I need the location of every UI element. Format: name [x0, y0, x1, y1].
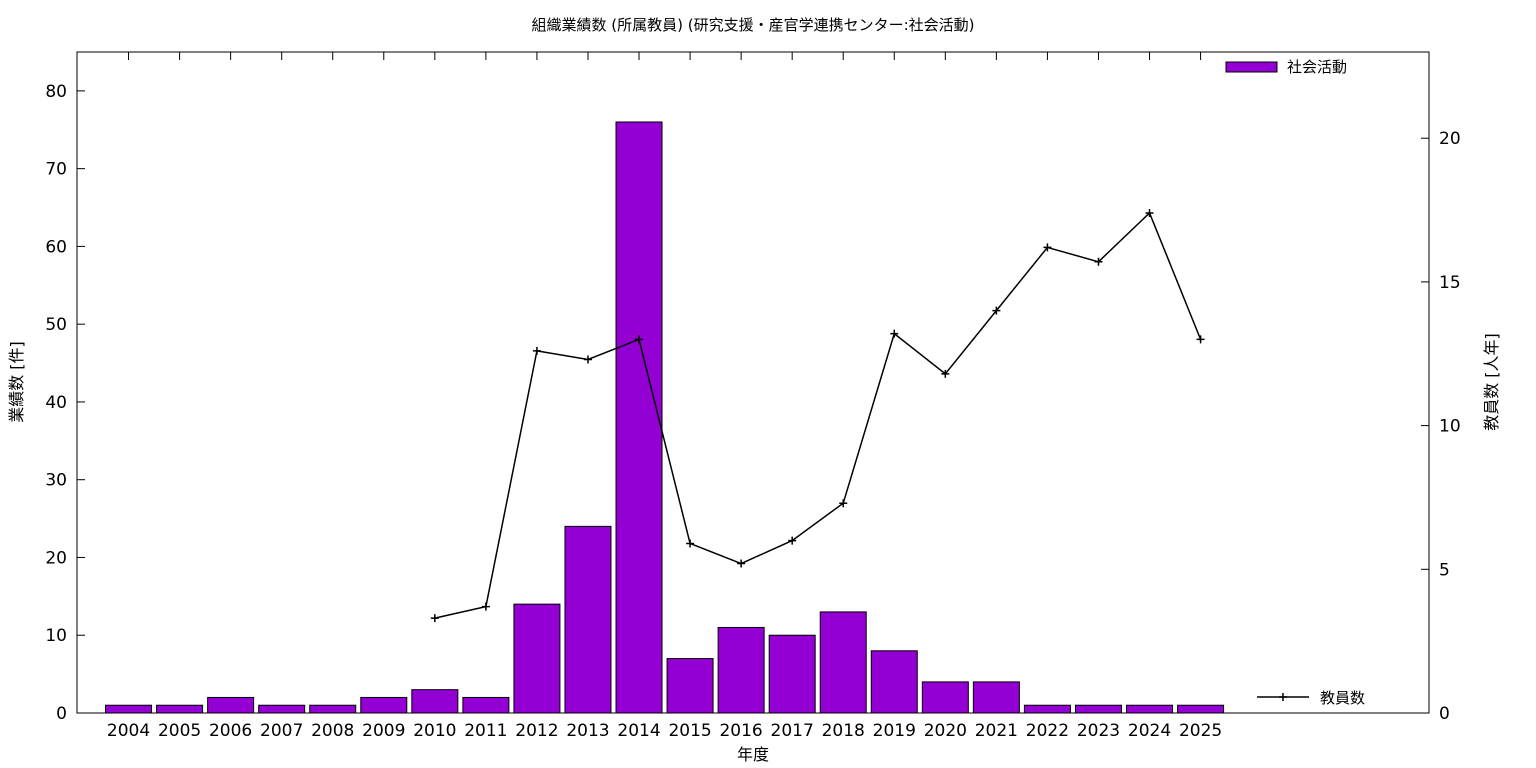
x-tick-label: 2020 — [924, 721, 967, 741]
line-point-2012 — [532, 346, 541, 355]
bar-2007 — [258, 704, 306, 714]
x-tick-label: 2019 — [873, 721, 916, 741]
line-point-2021 — [992, 306, 1001, 315]
x-tick-label: 2018 — [822, 721, 865, 741]
x-tick-label: 2017 — [771, 721, 814, 741]
line-point-2011 — [481, 602, 490, 611]
y-tick-label: 20 — [45, 548, 67, 568]
y-axis-label: 業績数 [件] — [7, 341, 26, 423]
x-axis-label: 年度 — [737, 745, 769, 764]
line-point-2023 — [1094, 257, 1103, 266]
bar-2011 — [462, 696, 510, 714]
plot-frame — [76, 51, 1430, 714]
x-tick-label: 2004 — [107, 721, 150, 741]
line-point-2014 — [635, 335, 644, 344]
x-tick-label: 2010 — [413, 721, 456, 741]
line-point-2013 — [583, 355, 592, 364]
y2-tick-label: 20 — [1439, 129, 1461, 149]
bar-2016 — [717, 626, 765, 714]
bar-2014 — [615, 121, 663, 714]
bar-2020 — [921, 681, 969, 714]
bar-2012 — [513, 603, 561, 714]
x-tick-label: 2014 — [617, 721, 660, 741]
bar-2013 — [564, 525, 612, 714]
x-tick-label: 2006 — [209, 721, 252, 741]
x-tick-label: 2021 — [975, 721, 1018, 741]
line-point-2017 — [788, 536, 797, 545]
y2-tick-label: 15 — [1439, 273, 1461, 293]
chart-title: 組織業績数 (所属教員) (研究支援・産官学連携センター:社会活動) — [531, 16, 974, 34]
y2-axis-label: 教員数 [人年] — [1482, 333, 1501, 431]
legend-bar-label: 社会活動 — [1287, 58, 1347, 76]
legend-line-marker — [1279, 693, 1287, 701]
x-tick-label: 2012 — [515, 721, 558, 741]
bar-2018 — [819, 611, 867, 714]
x-tick-label: 2015 — [668, 721, 711, 741]
line-point-2020 — [941, 369, 950, 378]
line-point-2019 — [890, 329, 899, 338]
y-tick-label: 80 — [45, 82, 67, 102]
x-tick-label: 2016 — [719, 721, 762, 741]
y-tick-label: 30 — [45, 471, 67, 491]
x-tick-label: 2005 — [158, 721, 201, 741]
bar-2004 — [105, 704, 153, 714]
x-tick-label: 2013 — [566, 721, 609, 741]
line-point-2015 — [686, 539, 695, 548]
y-tick-label: 70 — [45, 160, 67, 180]
y2-tick-label: 5 — [1439, 560, 1450, 580]
line-point-2016 — [737, 559, 746, 568]
x-tick-label: 2024 — [1128, 721, 1171, 741]
y2-tick-label: 10 — [1439, 417, 1461, 437]
bar-2021 — [972, 681, 1020, 714]
line-point-2025 — [1196, 335, 1205, 344]
bar-2008 — [309, 704, 357, 714]
bar-2010 — [411, 689, 459, 714]
bar-2023 — [1074, 704, 1122, 714]
bar-2019 — [870, 650, 918, 714]
x-tick-label: 2007 — [260, 721, 303, 741]
x-tick-label: 2025 — [1179, 721, 1222, 741]
x-tick-label: 2009 — [362, 721, 405, 741]
bar-2005 — [156, 704, 204, 714]
x-tick-label: 2023 — [1077, 721, 1120, 741]
y-tick-label: 0 — [56, 704, 67, 724]
bar-2025 — [1177, 704, 1225, 714]
plot-area: 0 10 20 30 40 50 60 70 80 0 5 10 15 20 2004 2005 2006 200… — [45, 52, 1461, 741]
bar-2009 — [360, 696, 408, 714]
line-教員数 — [434, 211, 1202, 619]
x-tick-label: 2022 — [1026, 721, 1069, 741]
bar-2015 — [666, 658, 714, 714]
bar-2006 — [207, 696, 255, 714]
bar-2024 — [1126, 704, 1174, 714]
line-point-2024 — [1145, 208, 1154, 217]
legend-line-label: 教員数 — [1320, 689, 1365, 707]
legend-bar-swatch — [1225, 61, 1278, 73]
y-tick-label: 40 — [45, 393, 67, 413]
bar-2017 — [768, 634, 816, 714]
x-tick-label: 2008 — [311, 721, 354, 741]
y2-tick-label: 0 — [1439, 704, 1450, 724]
y-tick-label: 50 — [45, 315, 67, 335]
line-point-2010 — [430, 614, 439, 623]
y-tick-label: 10 — [45, 626, 67, 646]
bar-2022 — [1023, 704, 1071, 714]
line-point-2018 — [839, 499, 848, 508]
y-tick-label: 60 — [45, 237, 67, 257]
x-tick-label: 2011 — [464, 721, 507, 741]
line-point-2022 — [1043, 243, 1052, 252]
